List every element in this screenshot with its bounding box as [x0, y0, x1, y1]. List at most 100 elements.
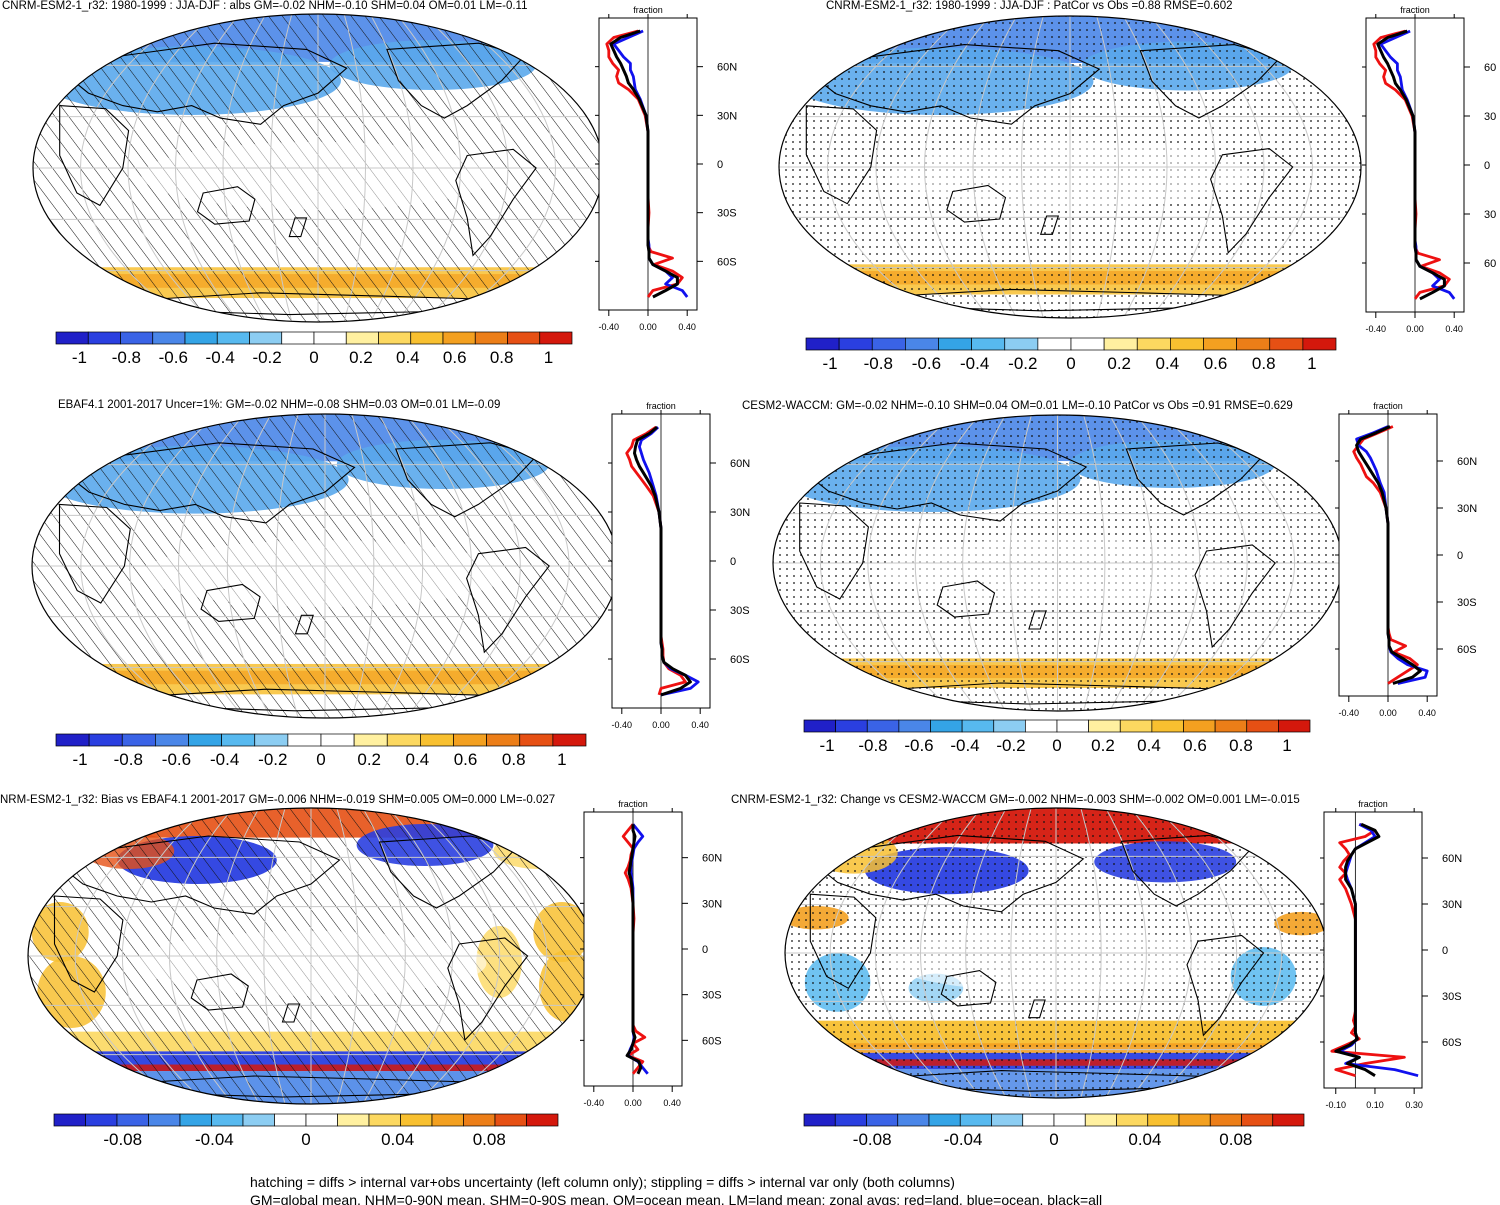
colorbar-swatch	[1241, 1113, 1274, 1127]
colorbar-tick-label: -0.6	[162, 750, 191, 769]
zonal-x-tick-label: 0.40	[663, 1098, 681, 1108]
colorbar-swatch	[152, 331, 186, 345]
colorbar-swatch	[1170, 337, 1204, 351]
colorbar-swatch	[274, 1113, 307, 1127]
colorbar-tick-label: 0.8	[1229, 736, 1253, 755]
zonal-y-tick-label: 0	[1484, 160, 1490, 172]
colorbar-swatch	[116, 1113, 149, 1127]
zonal-x-tick-label: 0.40	[1445, 324, 1463, 334]
zonal-y-tick-label: 30S	[717, 208, 737, 220]
colorbar-swatch	[420, 733, 454, 747]
colorbar-swatch	[345, 331, 379, 345]
zonal-x-tick-label: 0.40	[1418, 708, 1436, 718]
zonal-x-tick-label: 0.00	[624, 1098, 642, 1108]
colorbar-swatch	[55, 733, 90, 747]
colorbar-swatch	[410, 331, 444, 345]
colorbar-swatch	[897, 1113, 930, 1127]
zonal-x-tick-label: 0.30	[1405, 1100, 1423, 1110]
colorbar-swatch	[442, 331, 476, 345]
zonal-y-tick-label: 30S	[1457, 597, 1477, 609]
colorbar-swatch	[305, 1113, 338, 1127]
colorbar-swatch	[431, 1113, 464, 1127]
colorbar-swatch	[179, 1113, 212, 1127]
zonal-xlabel: fraction	[646, 401, 676, 411]
colorbar-tick-label: -1	[819, 736, 834, 755]
zonal-x-tick-label: -0.40	[584, 1098, 605, 1108]
colorbar-tick-label: 0.04	[381, 1130, 414, 1149]
zonal-y-tick-label: 30S	[702, 990, 722, 1002]
colorbar-swatch	[155, 733, 189, 747]
note-line: hatching = diffs > internal var+obs unce…	[250, 1174, 955, 1190]
colorbar-swatch	[320, 733, 355, 747]
colorbar: -0.08 -0.04 0 0.04 0.08	[53, 1113, 559, 1149]
colorbar-swatch	[53, 1113, 86, 1127]
colorbar-tick-label: 0.4	[1156, 354, 1180, 373]
colorbar-swatch	[474, 331, 508, 345]
global-map	[27, 807, 595, 1105]
zonal-y-tick-label: 0	[730, 556, 736, 568]
colorbar-swatch	[507, 331, 541, 345]
zonal-y-tick-label: 30	[1484, 111, 1496, 123]
colorbar-swatch	[211, 1113, 244, 1127]
colorbar-swatch	[961, 719, 995, 733]
colorbar-tick-label: 0	[301, 1130, 310, 1149]
colorbar-swatch	[1209, 1113, 1242, 1127]
colorbar-tick-label: 0.6	[1183, 736, 1207, 755]
colorbar-swatch	[1236, 337, 1271, 351]
global-map	[784, 807, 1328, 1099]
zonal-y-tick-label: 60	[1484, 62, 1496, 74]
zonal-series-all	[1334, 822, 1381, 1077]
zonal-series-all	[633, 425, 692, 697]
colorbar-tick-label: -0.04	[195, 1130, 234, 1149]
colorbar-swatch	[866, 719, 900, 733]
colorbar-swatch	[1056, 719, 1089, 733]
zonal-y-tick-label: 60S	[702, 1035, 722, 1047]
colorbar-swatch	[1136, 337, 1171, 351]
colorbar-tick-label: -0.6	[912, 354, 941, 373]
colorbar-swatch	[1151, 719, 1184, 733]
zonal-y-tick-label: 60S	[717, 256, 737, 268]
colorbar-swatch	[463, 1113, 496, 1127]
zonal-x-tick-label: 0.40	[678, 322, 696, 332]
colorbar-swatch	[1022, 1113, 1055, 1127]
colorbar-swatch	[1119, 719, 1153, 733]
colorbar-swatch	[1246, 719, 1279, 733]
zonal-x-tick-label: 0.00	[639, 322, 657, 332]
panel-title: CNRM-ESM2-1_r32: 1980-1999 : JJA-DJF : P…	[826, 0, 1233, 12]
colorbar-tick-label: 0.6	[1204, 354, 1228, 373]
colorbar-tick-label: 0.6	[443, 348, 467, 367]
global-map	[772, 414, 1343, 712]
colorbar-swatch	[188, 733, 222, 747]
colorbar-swatch	[121, 733, 156, 747]
colorbar-swatch	[1025, 719, 1058, 733]
colorbar-swatch	[254, 733, 289, 747]
colorbar-swatch	[353, 733, 388, 747]
colorbar-tick-label: -0.8	[858, 736, 887, 755]
colorbar-swatch	[803, 1113, 836, 1127]
zonal-y-tick-label: 30	[1484, 209, 1496, 221]
colorbar-tick-label: 0.2	[1091, 736, 1115, 755]
zonal-y-tick-label: 0	[1442, 945, 1448, 957]
colorbar-tick-label: -0.4	[210, 750, 239, 769]
colorbar-swatch	[281, 331, 315, 345]
colorbar-tick-label: -0.4	[960, 354, 989, 373]
colorbar-tick-label: -0.2	[1008, 354, 1037, 373]
colorbar-tick-label: 0.2	[357, 750, 381, 769]
colorbar-swatch	[1302, 337, 1337, 351]
colorbar-tick-label: 1	[1307, 354, 1316, 373]
zonal-xlabel: fraction	[1400, 5, 1430, 15]
zonal-mean-plot: fraction -0.40 0.00 0.40 60N 30N 0 30S 60S	[595, 5, 737, 332]
panel-title: NRM-ESM2-1_r32: Bias vs EBAF4.1 2001-201…	[0, 794, 556, 806]
colorbar-swatch	[898, 719, 931, 733]
zonal-x-tick-label: 0.40	[691, 720, 709, 730]
colorbar-swatch	[494, 1113, 527, 1127]
note-line: GM=global mean, NHM=0-90N mean, SHM=0-90…	[250, 1192, 1103, 1205]
colorbar-tick-label: -1	[823, 354, 838, 373]
zonal-x-tick-label: -0.40	[599, 322, 620, 332]
zonal-x-tick-label: 0.00	[1379, 708, 1397, 718]
colorbar-tick-label: 0	[316, 750, 325, 769]
colorbar: -1 -0.8 -0.6 -0.4 -0.2 0 0.2 0.4 0.6 0.8 1	[55, 331, 573, 367]
zonal-mean-plot: fraction -0.40 0.00 0.40 60N 30N 0 30S 60S	[580, 799, 722, 1108]
global-map	[778, 15, 1362, 319]
colorbar-tick-label: 1	[557, 750, 566, 769]
